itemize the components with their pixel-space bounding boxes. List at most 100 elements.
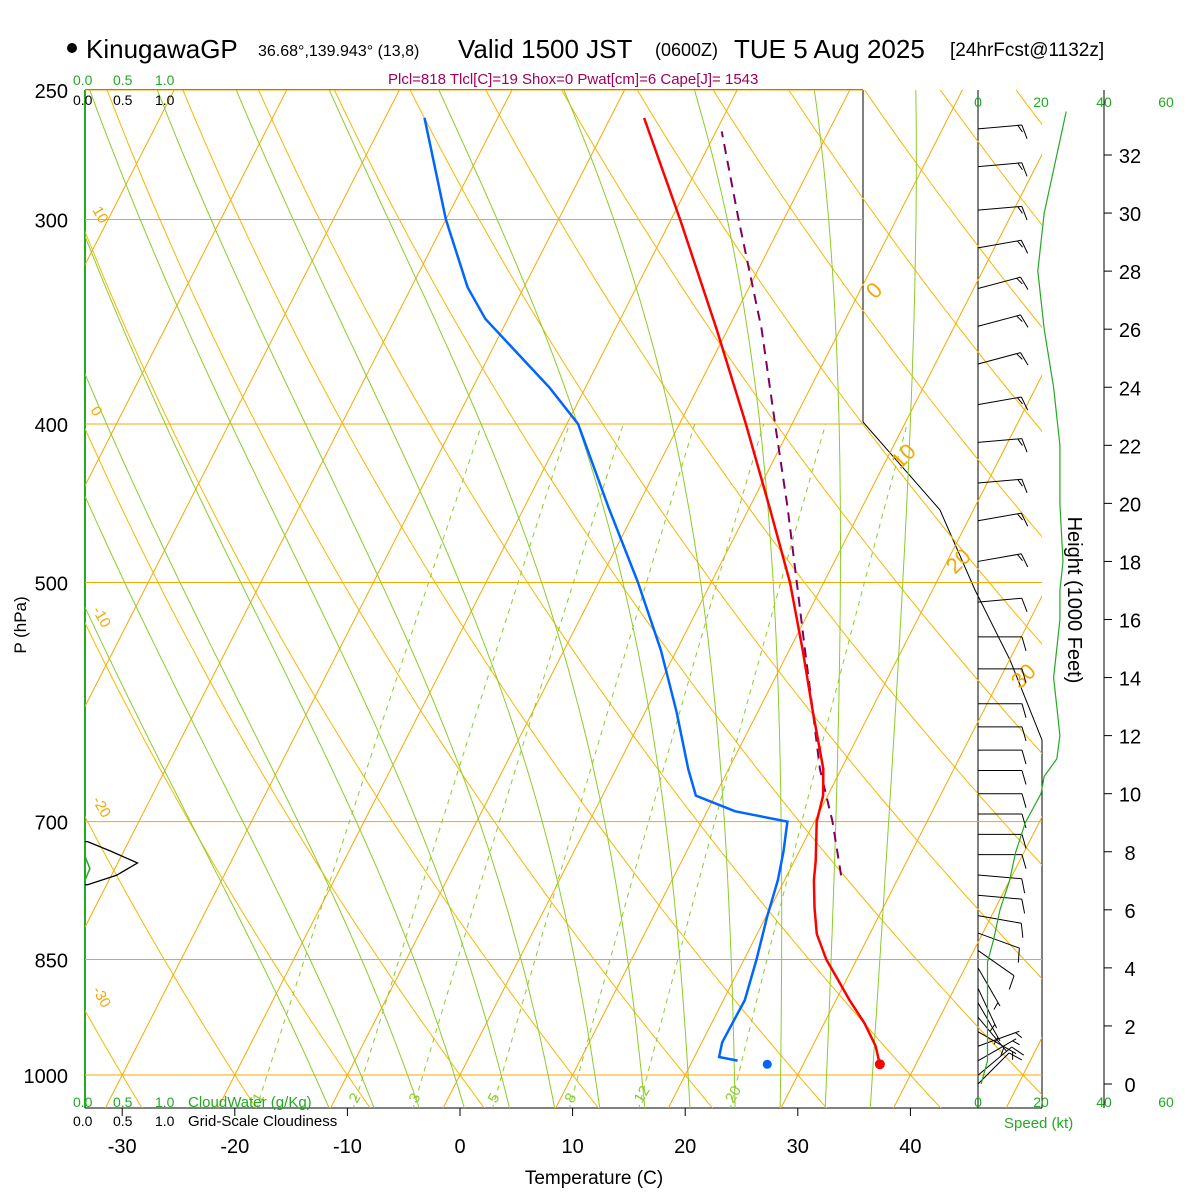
speed-tick: 0	[974, 94, 982, 110]
height-tick-label: 2	[1124, 1017, 1135, 1039]
height-tick-label: 8	[1124, 843, 1135, 865]
cloud-scale-tick: 0.5	[113, 92, 133, 108]
wind-barb	[978, 668, 1027, 683]
temperature-tick-label: 10	[561, 1136, 583, 1158]
moist-adiabat-line	[156, 90, 556, 1108]
mixing-ratio-label: 3	[406, 1090, 425, 1106]
wind-barb	[977, 597, 1028, 613]
mixing-ratio-label: 12	[631, 1083, 654, 1106]
wind-barbs	[977, 124, 1029, 1085]
speed-tick: 0	[974, 1094, 982, 1110]
moist-adiabat-line	[813, 90, 841, 1108]
speed-panel	[980, 111, 1067, 1085]
wind-barb	[977, 438, 1028, 453]
moist-adiabat-line	[438, 90, 691, 1108]
cloud-panel	[84, 840, 139, 886]
wind-barb	[977, 396, 1029, 411]
wind-barb	[978, 833, 1027, 849]
dry-adiabat-line	[788, 90, 1042, 432]
cloud-scale-tick: 0.5	[113, 72, 133, 88]
cloud-scale-tick: 0.0	[73, 92, 93, 108]
wind-barb	[977, 1031, 1017, 1060]
wind-barb	[978, 813, 1027, 829]
forecast-info: [24hrFcst@1132z]	[950, 40, 1104, 61]
dry-adiabat-line	[85, 427, 485, 1108]
isotherm-line	[330, 90, 851, 1108]
sounding-indices: Plcl=818 Tlcl[C]=19 Shox=0 Pwat[cm]=6 Ca…	[388, 71, 758, 88]
wind-barb	[977, 162, 1028, 177]
temperature-tick-label: -10	[333, 1136, 362, 1158]
dry-adiabat-line	[1188, 0, 1200, 1143]
height-tick-label: 10	[1119, 785, 1141, 807]
speed-tick: 40	[1096, 94, 1112, 110]
pressure-tick-label: 850	[35, 951, 68, 973]
mixing-ratio-line	[568, 423, 765, 1108]
temperature-tick-label: 40	[899, 1136, 921, 1158]
cloud-scale-tick: 1.0	[155, 92, 175, 108]
isotherm-line	[0, 0, 142, 1110]
valid-date: TUE 5 Aug 2025	[734, 34, 925, 64]
isotherm-line	[85, 90, 513, 929]
moist-adiabat-line	[563, 90, 736, 1108]
height-tick-label: 14	[1119, 669, 1141, 691]
temperature-tick-label: 30	[787, 1136, 809, 1158]
mixing-ratio-line	[412, 423, 624, 1108]
wind-barb	[977, 1038, 1020, 1062]
moist-adiabat-line	[85, 372, 420, 1108]
moist-adiabat-line	[869, 90, 917, 1108]
speed-tick: 20	[1033, 94, 1049, 110]
dry-adiabat-line	[106, 90, 714, 1108]
dry-adiabat-line	[561, 90, 1042, 755]
station-dot-icon	[67, 43, 77, 53]
height-tick-label: 6	[1124, 901, 1135, 923]
x-axis-label: Temperature (C)	[525, 1168, 663, 1189]
mixing-ratio-label: 5	[485, 1090, 504, 1106]
isotherm-line	[85, 90, 400, 708]
moist-adiabat-line	[89, 90, 511, 1108]
moist-adiabat-line	[85, 605, 330, 1108]
height-tick-label: 20	[1119, 494, 1141, 516]
mixing-ratio-label: 8	[561, 1090, 580, 1106]
moist-adiabat-line	[85, 234, 465, 1108]
dry-adiabat-label: -30	[89, 984, 115, 1011]
isotherm-line	[555, 153, 1042, 1108]
height-tick-label: 32	[1119, 146, 1141, 168]
dewpoint-line	[423, 117, 789, 1062]
cloudiness-line	[85, 840, 139, 886]
station-coords: 36.68°,139.943° (13,8)	[258, 43, 419, 60]
title-block: KinugawaGP 36.68°,139.943° (13,8) Valid …	[67, 34, 1104, 88]
height-tick-label: 28	[1119, 262, 1141, 284]
cloud-scale-tick: 0.5	[113, 1094, 133, 1110]
cloudwater-label: CloudWater (g/Kg)	[188, 1094, 312, 1111]
height-tick-label: 30	[1119, 204, 1141, 226]
mixing-ratio-line	[638, 423, 827, 1108]
cloud-scale-tick: 0.0	[73, 1094, 93, 1110]
cloud-scale-tick: 1.0	[155, 72, 175, 88]
speed-tick: 40	[1096, 1094, 1112, 1110]
height-tick-label: 0	[1124, 1075, 1135, 1097]
dry-adiabat-label: -10	[89, 604, 115, 631]
moist-adiabat-line	[328, 90, 646, 1108]
height-tick-label: 18	[1119, 552, 1141, 574]
pressure-tick-label: 400	[35, 415, 68, 437]
dry-adiabat-line	[712, 90, 1042, 538]
moist-adiabat-line	[235, 90, 601, 1108]
height-tick-label: 4	[1124, 959, 1135, 981]
temperature-tick-label: 0	[454, 1136, 465, 1158]
dry-adiabat-line	[1015, 90, 1042, 126]
dry-adiabat-line	[85, 230, 600, 1108]
wind-barb	[977, 478, 1028, 493]
cloud-scale-tick: 0.0	[73, 72, 93, 88]
isotherm-line	[442, 90, 963, 1108]
mixing-ratio-label: 20	[722, 1083, 745, 1106]
wind-barb	[977, 932, 1020, 963]
isotherm-line	[85, 90, 288, 487]
wind-barb	[977, 352, 1029, 366]
wind-barb	[977, 512, 1029, 527]
mixing-ratio-label: 2	[346, 1090, 365, 1106]
temperature-line	[642, 117, 882, 1065]
wind-barb	[977, 950, 1015, 990]
wind-barb	[977, 553, 1029, 568]
